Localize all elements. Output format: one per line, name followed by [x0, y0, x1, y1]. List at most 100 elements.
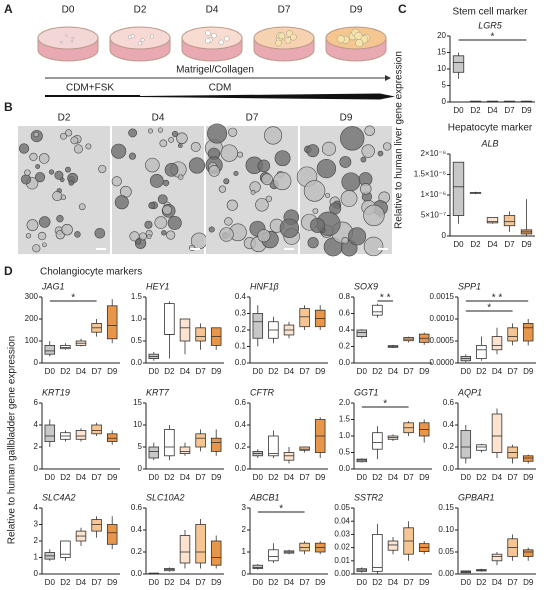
organoid [111, 176, 122, 187]
x-tick-label: D0 [45, 578, 56, 587]
organoid [65, 166, 71, 173]
organoid [166, 230, 176, 240]
organoid [325, 192, 331, 198]
y-tick-label: 1.0 [339, 431, 351, 440]
box [60, 540, 71, 558]
organoid [290, 33, 297, 41]
organoid [205, 30, 211, 36]
y-tick-label: 0 [34, 464, 39, 473]
organoid [33, 131, 39, 138]
y-tick-label: 0.4 [339, 325, 351, 334]
box [372, 304, 383, 316]
chart-title: GGT1 [354, 387, 379, 397]
organoid [140, 38, 145, 42]
y-axis-title: Relative to human gallbladder gene expre… [7, 336, 18, 544]
x-tick-label: D4 [492, 367, 503, 376]
box [106, 524, 118, 545]
organoid [363, 236, 384, 257]
organoid [361, 144, 375, 158]
y-tick-label: 0.0 [339, 464, 351, 473]
dish-top [181, 26, 243, 50]
organoid [377, 150, 384, 157]
media-label: CDM [209, 83, 232, 94]
y-tick-label: 200 [25, 314, 39, 323]
organoid [265, 195, 273, 202]
y-tick-label: 0.4 [443, 420, 455, 429]
y-tick-label: 2 [34, 442, 39, 451]
x-tick-label: D4 [492, 473, 503, 482]
y-tick-label: 0 [442, 231, 447, 240]
x-tick-label: D9 [419, 473, 430, 482]
x-tick-label: D0 [357, 367, 368, 376]
box [106, 305, 118, 340]
organoid [355, 39, 364, 48]
chart-title: CFTR [250, 387, 274, 397]
box [179, 535, 191, 564]
x-tick-label: D9 [315, 473, 326, 482]
y-tick-label: 0.2 [131, 547, 143, 556]
dish-top [109, 26, 171, 50]
x-tick-label: D0 [253, 473, 264, 482]
x-tick-label: D0 [149, 473, 160, 482]
organoid [278, 32, 286, 40]
y-tick-label: 0.00 [438, 569, 454, 578]
y-tick-label: 3 [242, 503, 247, 512]
x-tick-label: D2 [476, 367, 487, 376]
organoid [354, 31, 363, 40]
organoid [228, 127, 238, 137]
y-tick-label: 0.0 [235, 464, 247, 473]
box [60, 344, 71, 350]
y-tick-label: 1.0 [131, 314, 143, 323]
x-tick-label: D4 [487, 106, 498, 115]
chart-title: JAG1 [41, 281, 65, 291]
organoid [25, 233, 32, 239]
media-arrow [45, 93, 395, 100]
organoid [339, 156, 352, 168]
chart-title: KRT7 [146, 387, 170, 397]
box [522, 322, 534, 342]
organoid [223, 178, 230, 185]
box [299, 308, 310, 328]
organoid [128, 152, 137, 160]
scale-bar [96, 248, 106, 250]
x-tick-label: D9 [521, 240, 532, 249]
organoid [341, 236, 349, 245]
x-tick-label: D2 [476, 473, 487, 482]
organoid [336, 35, 345, 44]
organoid [61, 224, 73, 236]
box [356, 329, 368, 337]
organoid [128, 128, 138, 138]
organoid [279, 218, 300, 238]
organoid [24, 169, 31, 176]
box [503, 215, 516, 227]
panel-label: C [398, 2, 407, 16]
x-tick-label: D7 [91, 473, 102, 482]
day-label: D2 [58, 113, 71, 124]
x-tick-label: D9 [211, 578, 222, 587]
organoid [42, 242, 47, 248]
organoid [274, 150, 291, 167]
organoid [341, 172, 361, 192]
chart-title: SLC10A2 [146, 492, 185, 502]
y-tick-label: 0.2 [235, 442, 247, 451]
x-tick-label: D0 [45, 473, 56, 482]
organoid [340, 126, 365, 151]
x-tick-label: D7 [403, 473, 414, 482]
box [179, 446, 191, 454]
x-tick-label: D7 [299, 578, 310, 587]
x-tick-label: D2 [60, 473, 71, 482]
chart-title: ABCB1 [249, 492, 280, 502]
y-tick-label: 0.6 [443, 398, 455, 407]
x-tick-label: D2 [470, 106, 481, 115]
y-tick-label: 2×10⁻⁶ [420, 149, 446, 158]
y-tick-label: 1 [34, 553, 39, 562]
y-tick-label: 300 [25, 292, 39, 301]
organoid [157, 127, 163, 133]
y-tick-label: 1 [242, 547, 247, 556]
scale-bar [284, 248, 294, 250]
y-tick-label: 0.6 [235, 398, 247, 407]
y-tick-label: 0.05 [438, 547, 454, 556]
y-tick-label: 0.0000 [430, 358, 455, 367]
x-tick-label: D9 [107, 367, 118, 376]
x-tick-label: D2 [164, 473, 175, 482]
